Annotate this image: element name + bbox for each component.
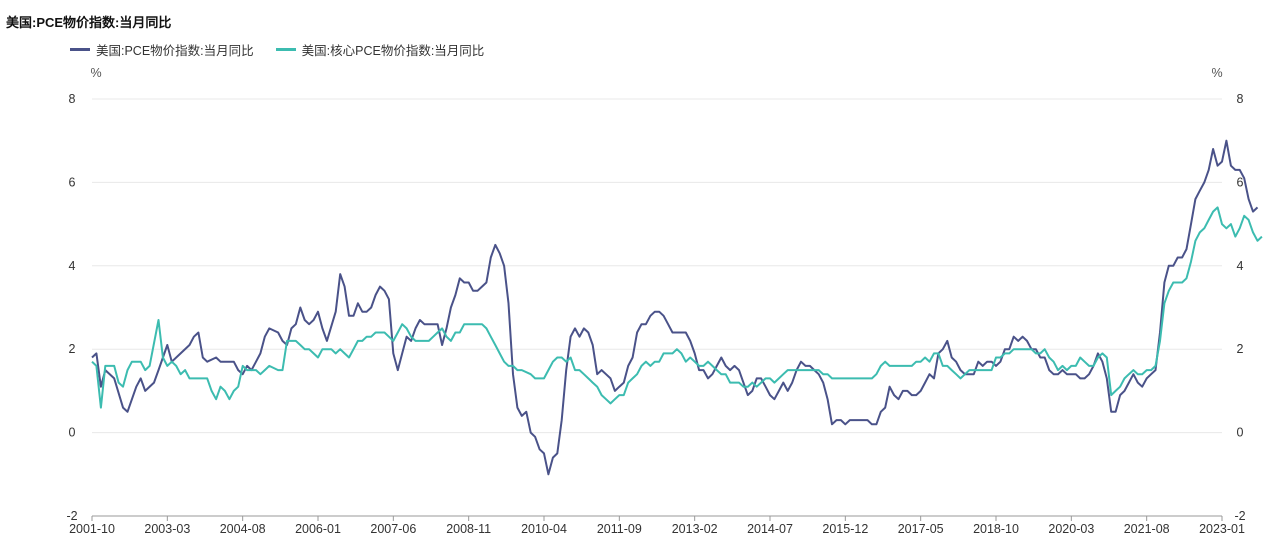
- x-tick-label: 2007-06: [370, 522, 416, 536]
- legend-item-pce[interactable]: 美国:PCE物价指数:当月同比: [70, 40, 254, 59]
- y-tick-label-right: 4: [1237, 259, 1244, 273]
- legend-item-core-pce[interactable]: 美国:核心PCE物价指数:当月同比: [275, 40, 485, 59]
- x-tick-label: 2014-07: [747, 522, 793, 536]
- x-tick-label: 2023-01: [1199, 522, 1245, 536]
- x-tick-label: 2001-10: [69, 522, 115, 536]
- series-lines: [91, 139, 1263, 476]
- x-tick-label: 2011-09: [597, 522, 642, 536]
- y-tick-label-left: 0: [69, 426, 76, 440]
- x-tick-label: 2010-04: [521, 522, 567, 536]
- x-tick-label: 2003-03: [144, 522, 190, 536]
- legend-label-core-pce: 美国:核心PCE物价指数:当月同比: [301, 44, 485, 58]
- x-tick-label: 2020-03: [1048, 522, 1094, 536]
- left-unit-label: %: [90, 66, 101, 80]
- legend-label-pce: 美国:PCE物价指数:当月同比: [96, 44, 254, 58]
- y-tick-label-right: 8: [1237, 92, 1244, 106]
- y-tick-label-left: -2: [66, 509, 77, 523]
- x-tick-label: 2013-02: [672, 522, 718, 536]
- x-tick-label: 2004-08: [220, 522, 266, 536]
- y-tick-label-left: 8: [69, 92, 76, 106]
- x-tick-label: 2008-11: [446, 522, 491, 536]
- y-tick-label-left: 6: [69, 175, 76, 189]
- y-tick-label-right: -2: [1234, 509, 1245, 523]
- chart-title: 美国:PCE物价指数:当月同比: [6, 15, 172, 30]
- y-tick-label-left: 2: [69, 342, 76, 356]
- x-tick-label: 2017-05: [898, 522, 944, 536]
- series-line-core-pce: [91, 206, 1263, 409]
- y-axis-left: -2 0 2 4 6 8: [66, 92, 77, 523]
- gridlines: [92, 98, 1222, 434]
- legend-swatch-core-pce: [275, 48, 296, 51]
- y-axis-right: -2 0 2 4 6 8: [1234, 92, 1245, 523]
- x-tick-label: 2015-12: [822, 522, 868, 536]
- y-tick-label-right: 6: [1237, 175, 1244, 189]
- x-tick-label: 2018-10: [973, 522, 1019, 536]
- y-tick-label-right: 0: [1237, 426, 1244, 440]
- y-tick-label-right: 2: [1237, 342, 1244, 356]
- series-line-pce: [91, 139, 1259, 476]
- x-axis: 2001-10 2003-03 2004-08 2006-01 2007-06 2008-…: [69, 515, 1245, 536]
- right-unit-label: %: [1211, 66, 1222, 80]
- x-tick-label: 2021-08: [1124, 522, 1170, 536]
- legend: 美国:PCE物价指数:当月同比 美国:核心PCE物价指数:当月同比: [70, 40, 484, 59]
- y-tick-label-left: 4: [69, 259, 76, 273]
- legend-swatch-pce: [70, 48, 90, 51]
- x-tick-label: 2006-01: [295, 522, 341, 536]
